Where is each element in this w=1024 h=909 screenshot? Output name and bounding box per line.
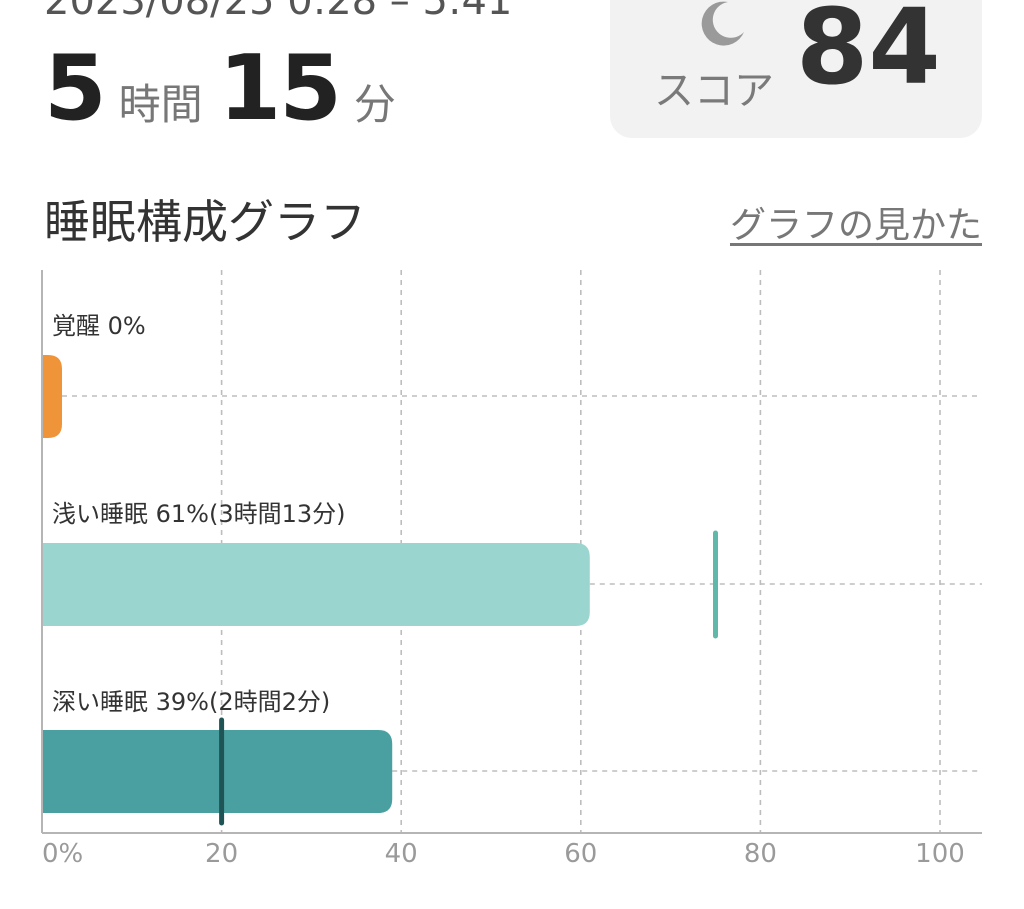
graph-help-link[interactable]: グラフの見かた xyxy=(729,205,982,246)
score-value: 84 xyxy=(796,0,941,108)
duration-hours-unit: 時間 xyxy=(118,80,203,129)
x-tick-label: 40 xyxy=(385,839,418,869)
x-tick-label: 80 xyxy=(744,839,777,869)
date-range: 2023/08/25 0:28 – 5:41 xyxy=(44,0,513,24)
x-tick-label: 0% xyxy=(42,839,83,869)
x-tick-label: 20 xyxy=(205,839,238,869)
duration-minutes: 15 xyxy=(218,36,342,141)
duration-hours: 5 xyxy=(44,36,107,141)
duration-minutes-unit: 分 xyxy=(353,80,396,129)
bar-light xyxy=(42,543,590,626)
bar-label-awake: 覚醒 0% xyxy=(52,312,146,340)
score-label: スコア xyxy=(654,68,774,114)
moon-icon xyxy=(701,1,744,46)
bar-label-deep: 深い睡眠 39%(2時間2分) xyxy=(52,688,330,716)
bar-awake xyxy=(42,355,62,438)
x-tick-label: 60 xyxy=(564,839,597,869)
bar-deep xyxy=(42,730,393,813)
sleep-duration: 5 時間 15 分 xyxy=(44,36,412,141)
bar-label-light: 浅い睡眠 61%(3時間13分) xyxy=(52,500,346,528)
x-tick-label: 100 xyxy=(915,839,965,869)
section-title: 睡眠構成グラフ xyxy=(44,195,366,249)
score-card: スコア 84 xyxy=(610,0,982,138)
